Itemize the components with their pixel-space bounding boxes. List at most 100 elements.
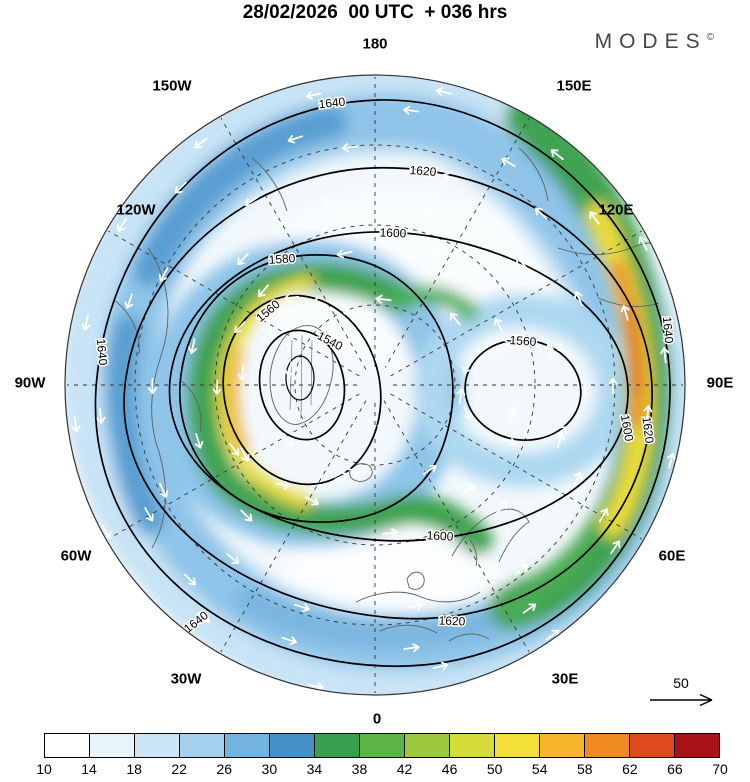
coastlines xyxy=(113,147,680,642)
longitude-spoke xyxy=(220,400,367,652)
colorbar-cell xyxy=(314,734,359,757)
wind-arrow xyxy=(610,540,621,555)
colorbar-tick-label: 70 xyxy=(712,761,728,777)
lon-label-180: 180 xyxy=(362,35,388,53)
wind-arrow xyxy=(305,297,319,308)
colorbar-cell xyxy=(269,734,314,757)
contour-label: 1640 xyxy=(94,338,110,366)
colorbar-cells xyxy=(44,733,720,758)
wind-arrow xyxy=(194,137,208,149)
colorbar-tick-label: 34 xyxy=(306,761,323,777)
colorbar-tick-label: 42 xyxy=(396,761,413,777)
height-contours xyxy=(94,99,671,667)
longitude-spoke xyxy=(108,393,360,540)
contour-label: 1600 xyxy=(426,528,454,543)
colorbar-tick-label: 54 xyxy=(531,761,548,777)
wind-arrow xyxy=(502,335,517,343)
contour-label-group: 1540 1560 1560 1580 1600 1600 1600 1620 … xyxy=(92,93,677,637)
wind-arrow xyxy=(183,573,197,586)
wind-arrow xyxy=(555,426,568,436)
longitude-spoke xyxy=(108,230,360,377)
colorbar-tick-label: 30 xyxy=(261,761,278,777)
colorbar-ticks: 10 14 18 22 26 30 34 38 42 46 50 54 58 62 66 70 xyxy=(36,761,728,781)
colorbar-tick-label: 38 xyxy=(351,761,368,777)
copyright-mark: © xyxy=(706,32,714,43)
wind-arrow xyxy=(96,407,106,424)
reference-arrow-glyph xyxy=(650,693,713,707)
wind-arrows xyxy=(71,87,676,692)
colorbar-cell xyxy=(584,734,629,757)
contour-label: 1580 xyxy=(268,251,296,267)
wind-arrow xyxy=(281,636,297,646)
lon-label-120w: 120W xyxy=(116,201,156,219)
wind-arrow xyxy=(403,105,420,115)
wind-arrow xyxy=(403,643,420,653)
colorbar-tick-label: 66 xyxy=(667,761,683,777)
lon-label-0: 0 xyxy=(372,710,382,728)
colorbar-cell xyxy=(494,734,539,757)
map-svg: 1540 1560 1560 1580 1600 1600 1600 1620 … xyxy=(64,74,686,696)
lon-label-150e: 150E xyxy=(556,77,592,95)
wind-arrow xyxy=(147,377,157,395)
wind-arrow xyxy=(425,209,441,219)
lon-label-90w: 90W xyxy=(14,374,46,392)
colorbar-tick-label: 50 xyxy=(486,761,503,777)
wind-arrow xyxy=(573,291,583,307)
wind-arrow xyxy=(158,267,169,282)
wind-arrow xyxy=(333,471,348,481)
wind-arrow xyxy=(194,433,204,449)
wind-arrow xyxy=(462,360,471,374)
colorbar-cell xyxy=(359,734,404,757)
colorbar-tick-label: 58 xyxy=(577,761,593,777)
wind-arrow xyxy=(598,508,609,523)
contour-label: 1620 xyxy=(438,614,465,629)
wind-arrow xyxy=(522,603,537,614)
longitude-spoke xyxy=(220,118,367,370)
wind-arrow xyxy=(660,347,670,364)
longitude-spoke xyxy=(390,393,642,540)
colorbar-cell xyxy=(449,734,494,757)
wind-arrow xyxy=(229,443,240,456)
graticule xyxy=(67,77,683,693)
wind-arrow xyxy=(196,612,211,623)
colorbar-tick-label: 26 xyxy=(216,761,233,777)
colorbar-tick-label: 62 xyxy=(622,761,638,777)
latitude-circle xyxy=(214,224,536,546)
wind-arrow xyxy=(449,312,461,326)
colorbar-cell xyxy=(629,734,674,757)
wind-arrow xyxy=(643,405,653,422)
wind-arrow xyxy=(407,601,424,611)
wind-arrow xyxy=(322,197,339,207)
wind-arrow xyxy=(638,236,648,251)
reference-arrow: 50 xyxy=(640,676,722,712)
wind-arrow xyxy=(275,481,291,490)
colorbar-tick-label: 14 xyxy=(81,761,97,777)
colorbar-cell xyxy=(134,734,179,757)
contour-label: 1620 xyxy=(639,416,656,445)
modes-logo: MODES© xyxy=(595,30,714,54)
colorbar-tick-label: 22 xyxy=(171,761,187,777)
colorbar-tick-label: 10 xyxy=(36,761,52,777)
latitude-circle xyxy=(294,304,456,466)
wind-arrow xyxy=(608,377,618,395)
wind-arrow xyxy=(501,157,516,168)
wind-arrow xyxy=(544,343,554,360)
wind-arrow xyxy=(257,284,270,298)
wind-arrow xyxy=(375,294,392,304)
wind-arrow xyxy=(237,364,247,381)
lon-label-30e: 30E xyxy=(551,670,579,688)
map-rim xyxy=(64,74,686,696)
wind-arrow xyxy=(287,134,304,144)
wind-arrow xyxy=(240,447,250,462)
colorbar-cell xyxy=(45,734,89,757)
colorbar-cell xyxy=(89,734,134,757)
colorbar-cell xyxy=(539,734,584,757)
latitude-circle xyxy=(134,144,616,626)
wind-arrow xyxy=(285,361,294,378)
contour-label: 1640 xyxy=(660,316,676,344)
wind-arrow xyxy=(382,528,399,538)
lon-label-30w: 30W xyxy=(170,670,202,688)
wind-arrow xyxy=(212,379,222,395)
wind-arrow xyxy=(463,406,472,420)
wind-arrow xyxy=(117,217,128,232)
